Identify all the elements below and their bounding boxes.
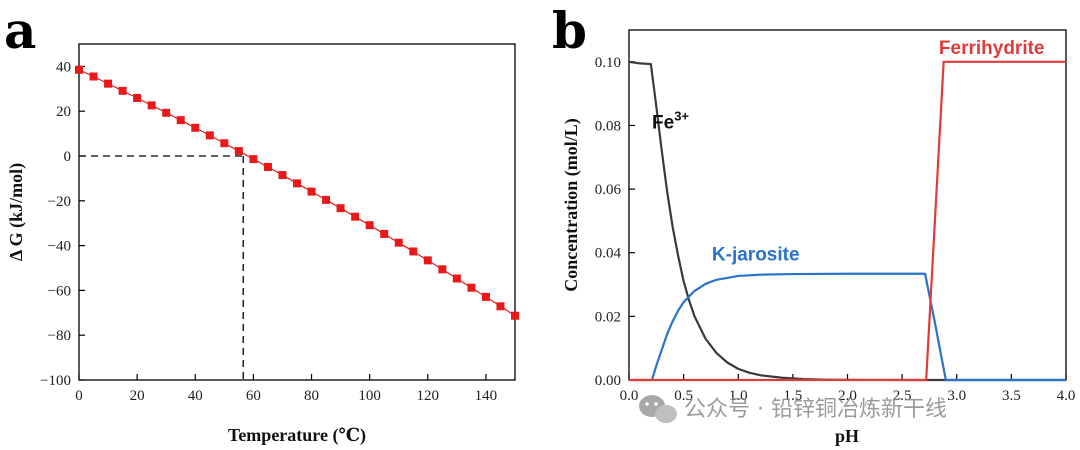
panel-a-data-point xyxy=(452,274,461,283)
wechat-logo-icon xyxy=(639,395,677,423)
panel-a-x-tick-label: 100 xyxy=(358,388,381,404)
panel-a-x-tick-label: 0 xyxy=(75,388,83,404)
panel-a-data-point xyxy=(336,204,345,213)
watermark-text: 公众号 · 铅锌铜冶炼新干线 xyxy=(684,397,947,422)
panel-a-data-point xyxy=(191,123,200,132)
panel-a-data-point xyxy=(205,131,214,140)
panel-a-data-point xyxy=(147,101,156,110)
panel-b-x-tick-label: 1.0 xyxy=(729,388,748,404)
panel-a-data-point xyxy=(220,139,229,148)
panel-a-data-point xyxy=(481,292,490,301)
panel-b-label-k-jarosite: K-jarosite xyxy=(712,245,800,266)
panel-a-data-point xyxy=(394,238,403,247)
panel-a-data-point xyxy=(409,247,418,256)
panel-a-y-tick-label: −60 xyxy=(48,283,71,299)
panel-a-y-tick-label: −100 xyxy=(40,373,71,389)
panel-a-y-tick-label: −80 xyxy=(48,328,71,344)
panel-b-y-tick-label: 0.08 xyxy=(595,118,621,134)
panel-a-data-point xyxy=(467,283,476,292)
panel-a-y-tick-label: 0 xyxy=(64,149,72,165)
panel-a-x-tick-label: 20 xyxy=(130,388,145,404)
panel-b-line-k-jarosite xyxy=(629,272,1066,382)
panel-a-y-tick-label: 20 xyxy=(56,104,71,120)
panel-b-x-axis-title: pH xyxy=(835,426,859,446)
panel-b-x-tick-label: 1.5 xyxy=(784,388,803,404)
panel-a-data-point xyxy=(307,187,316,196)
panel-a-y-tick-label: −20 xyxy=(48,194,71,210)
panel-b-label-ferrihydrite: Ferrihydrite xyxy=(939,38,1045,59)
panel-b-plot-frame xyxy=(628,29,1067,381)
panel-a-x-tick-label: 140 xyxy=(475,388,498,404)
panel-a-x-tick-label: 60 xyxy=(246,388,261,404)
panel-b-x-tick-label: 3.0 xyxy=(947,388,966,404)
panel-b-x-tick-label: 2.0 xyxy=(838,388,857,404)
panel-b-x-tick-label: 0.5 xyxy=(674,388,693,404)
panel-a-data-point xyxy=(322,195,331,204)
panel-b-x-tick-label: 2.5 xyxy=(893,388,912,404)
panel-a-series-line xyxy=(78,69,516,317)
panel-a-x-tick-label: 40 xyxy=(188,388,203,404)
panel-a-data-point xyxy=(438,265,447,274)
panel-a-data-point xyxy=(278,171,287,180)
panel-b-label-fe3-: Fe3+ xyxy=(652,109,689,134)
panel-a-data-point xyxy=(104,79,113,88)
panel-a-x-axis-title: Temperature (℃) xyxy=(228,425,366,446)
panel-a-plot-frame xyxy=(78,43,516,381)
panel-a-data-point xyxy=(133,93,142,102)
panel-a-data-point xyxy=(176,116,185,125)
panel-b-y-axis-title: Concentration (mol/L) xyxy=(561,118,582,291)
panel-b-line-fe3- xyxy=(628,60,1066,382)
panel-b-y-tick-label: 0.00 xyxy=(595,373,621,389)
panel-b-x-tick-label: 3.5 xyxy=(1002,388,1021,404)
panel-a-y-axis-title: Δ G (kJ/mol) xyxy=(6,163,27,261)
panel-a-data-point xyxy=(351,212,360,221)
panel-a-y-tick-label: 40 xyxy=(56,59,71,75)
panel-b-y-tick-label: 0.02 xyxy=(595,309,621,325)
panel-a-label: a xyxy=(4,1,36,60)
panel-b-y-tick-label: 0.06 xyxy=(595,182,622,198)
panel-a-data-point xyxy=(89,72,98,81)
panel-a-data-point xyxy=(75,65,83,74)
panel-b-x-tick-label: 4.0 xyxy=(1057,388,1076,404)
panel-a-y-tick-label: −40 xyxy=(48,239,71,255)
panel-b-y-tick-label: 0.10 xyxy=(595,55,621,71)
panel-a-data-point xyxy=(162,108,171,117)
panel-a-data-point xyxy=(249,155,258,164)
panel-a-data-point xyxy=(496,302,505,311)
panel-b-line-ferrihydrite xyxy=(629,60,1066,382)
panel-a-data-point xyxy=(365,221,374,230)
panel-a-x-tick-label: 120 xyxy=(417,388,440,404)
panel-a-data-point xyxy=(380,229,389,238)
panel-a-data-point xyxy=(293,179,301,188)
panel-b-label: b xyxy=(552,1,587,60)
panel-a-data-point xyxy=(118,86,127,95)
panel-b-y-tick-label: 0.04 xyxy=(595,246,622,262)
panel-a-data-point xyxy=(511,311,519,320)
panel-a-data-point xyxy=(263,162,272,171)
panel-a: a 0 20 40 60 80 100 120 140 40 20 0 −20 −40 −60 −80 −10… xyxy=(4,1,519,446)
panel-a-data-point xyxy=(234,147,243,156)
panel-a-x-tick-label: 80 xyxy=(304,388,319,404)
watermark: 公众号 · 铅锌铜冶炼新干线 xyxy=(639,395,947,423)
panel-b: b 0.0 0.5 1.0 1.5 2.0 2.5 3.0 3.5 4.0 0.00 0.02 0.0… xyxy=(552,1,1075,446)
panel-a-data-point xyxy=(423,256,432,265)
panel-b-x-tick-label: 0.0 xyxy=(620,388,639,404)
